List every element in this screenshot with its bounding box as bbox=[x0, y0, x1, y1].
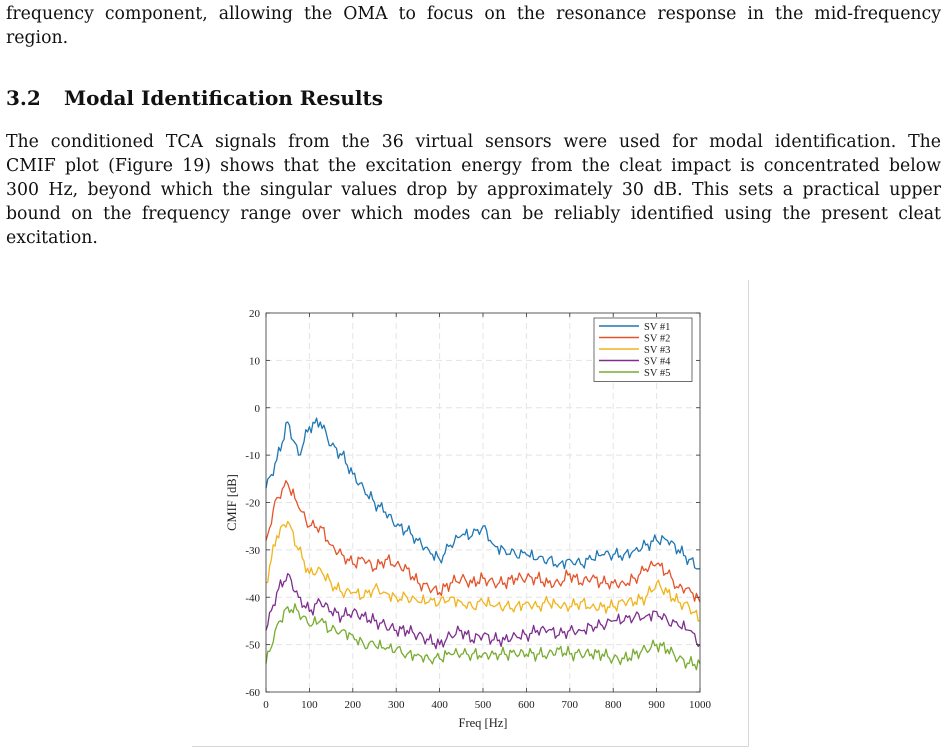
y-tick-label: -30 bbox=[245, 545, 260, 557]
text-line: 300 Hz, beyond which the singular values… bbox=[6, 180, 941, 200]
text-line: The conditioned TCA signals from the 36 … bbox=[6, 132, 941, 152]
section-heading: 3.2 Modal Identification Results bbox=[6, 86, 383, 110]
x-tick-label: 600 bbox=[518, 699, 535, 711]
cmif-chart: 0 100 200 300 400 500 600 700 800 900 100020100-10… bbox=[225, 308, 712, 730]
y-tick-label: -60 bbox=[245, 687, 260, 699]
y-tick-label: -20 bbox=[245, 498, 260, 510]
legend-label: SV #1 bbox=[644, 322, 670, 333]
x-tick-label: 800 bbox=[605, 699, 622, 711]
text-line: CMIF plot (Figure 19) shows that the exc… bbox=[6, 156, 941, 176]
x-tick-label: 900 bbox=[648, 699, 665, 711]
text-line: region. bbox=[6, 28, 69, 48]
text-line: bound on the frequency range over which … bbox=[6, 204, 941, 224]
series-line-3 bbox=[265, 520, 701, 622]
text-line: frequency component, allowing the OMA to… bbox=[6, 4, 941, 24]
series-line-2 bbox=[265, 480, 701, 603]
section-number: 3.2 bbox=[6, 86, 41, 110]
paragraph-main: The conditioned TCA signals from the 36 … bbox=[6, 130, 941, 250]
legend-label: SV #4 bbox=[644, 357, 671, 368]
series-line-4 bbox=[265, 572, 701, 650]
text-line: excitation. bbox=[6, 228, 98, 248]
series-line-1 bbox=[265, 417, 700, 570]
y-tick-label: -40 bbox=[245, 592, 260, 604]
x-tick-label: 0 bbox=[263, 699, 269, 711]
series-line-5 bbox=[265, 603, 701, 671]
y-tick-label: 10 bbox=[249, 355, 261, 367]
y-tick-label: 0 bbox=[255, 403, 261, 415]
legend-label: SV #2 bbox=[644, 334, 670, 345]
x-tick-label: 200 bbox=[345, 699, 362, 711]
legend-label: SV #3 bbox=[644, 345, 670, 356]
y-tick-label: -50 bbox=[245, 640, 260, 652]
x-tick-label: 300 bbox=[388, 699, 405, 711]
paragraph-top: frequency component, allowing the OMA to… bbox=[6, 2, 941, 50]
x-tick-label: 500 bbox=[475, 699, 492, 711]
x-tick-label: 700 bbox=[562, 699, 579, 711]
y-tick-label: 20 bbox=[249, 308, 261, 320]
y-axis-label: CMIF [dB] bbox=[225, 474, 239, 531]
section-title: Modal Identification Results bbox=[64, 86, 384, 110]
x-tick-label: 1000 bbox=[689, 699, 712, 711]
y-tick-label: -10 bbox=[245, 450, 260, 462]
figure-frame bbox=[192, 280, 749, 747]
x-tick-label: 400 bbox=[431, 699, 448, 711]
legend-label: SV #5 bbox=[644, 368, 670, 379]
x-tick-label: 100 bbox=[301, 699, 318, 711]
x-axis-label: Freq [Hz] bbox=[459, 716, 508, 730]
cmif-figure: 0 100 200 300 400 500 600 700 800 900 1000 20 10 0 -10… bbox=[192, 280, 752, 748]
